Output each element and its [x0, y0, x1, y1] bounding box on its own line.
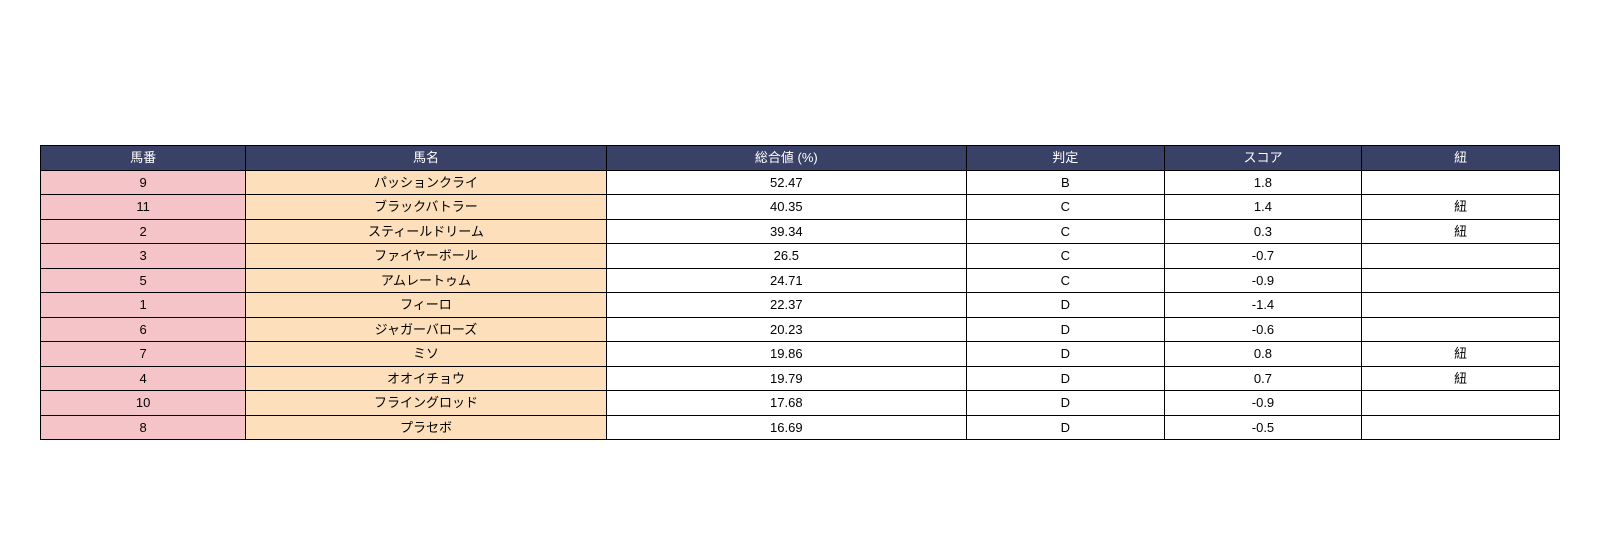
cell-score: 1.8: [1164, 170, 1362, 195]
cell-himo: [1362, 391, 1560, 416]
cell-score: -1.4: [1164, 293, 1362, 318]
cell-name: ジャガーバローズ: [246, 317, 606, 342]
cell-judge: B: [966, 170, 1164, 195]
table-row: 9パッションクライ52.47B1.8: [41, 170, 1560, 195]
cell-num: 10: [41, 391, 246, 416]
cell-himo: [1362, 170, 1560, 195]
header-total: 総合値 (%): [606, 146, 966, 171]
cell-himo: 紐: [1362, 342, 1560, 367]
cell-total: 19.86: [606, 342, 966, 367]
header-row: 馬番 馬名 総合値 (%) 判定 スコア 紐: [41, 146, 1560, 171]
cell-judge: D: [966, 293, 1164, 318]
cell-num: 11: [41, 195, 246, 220]
cell-judge: C: [966, 268, 1164, 293]
cell-num: 6: [41, 317, 246, 342]
header-score: スコア: [1164, 146, 1362, 171]
cell-score: 0.8: [1164, 342, 1362, 367]
cell-total: 16.69: [606, 415, 966, 440]
cell-himo: 紐: [1362, 366, 1560, 391]
cell-score: -0.6: [1164, 317, 1362, 342]
cell-name: オオイチョウ: [246, 366, 606, 391]
race-table: 馬番 馬名 総合値 (%) 判定 スコア 紐 9パッションクライ52.47B1.…: [40, 145, 1560, 440]
header-judge: 判定: [966, 146, 1164, 171]
table-row: 10フライングロッド17.68D-0.9: [41, 391, 1560, 416]
table-row: 2スティールドリーム39.34C0.3紐: [41, 219, 1560, 244]
cell-score: -0.9: [1164, 268, 1362, 293]
cell-total: 19.79: [606, 366, 966, 391]
table-row: 1フィーロ22.37D-1.4: [41, 293, 1560, 318]
cell-himo: 紐: [1362, 219, 1560, 244]
cell-total: 26.5: [606, 244, 966, 269]
cell-score: -0.5: [1164, 415, 1362, 440]
cell-score: 1.4: [1164, 195, 1362, 220]
cell-himo: [1362, 415, 1560, 440]
cell-score: -0.9: [1164, 391, 1362, 416]
cell-himo: [1362, 317, 1560, 342]
cell-num: 2: [41, 219, 246, 244]
cell-score: -0.7: [1164, 244, 1362, 269]
table-row: 7ミソ19.86D0.8紐: [41, 342, 1560, 367]
cell-name: ミソ: [246, 342, 606, 367]
header-num: 馬番: [41, 146, 246, 171]
cell-total: 40.35: [606, 195, 966, 220]
cell-score: 0.7: [1164, 366, 1362, 391]
cell-himo: [1362, 293, 1560, 318]
cell-name: ファイヤーボール: [246, 244, 606, 269]
cell-judge: C: [966, 219, 1164, 244]
table-row: 5アムレートゥム24.71C-0.9: [41, 268, 1560, 293]
cell-himo: 紐: [1362, 195, 1560, 220]
cell-name: アムレートゥム: [246, 268, 606, 293]
table-row: 6ジャガーバローズ20.23D-0.6: [41, 317, 1560, 342]
cell-num: 5: [41, 268, 246, 293]
cell-total: 20.23: [606, 317, 966, 342]
header-himo: 紐: [1362, 146, 1560, 171]
cell-total: 17.68: [606, 391, 966, 416]
cell-score: 0.3: [1164, 219, 1362, 244]
cell-num: 8: [41, 415, 246, 440]
cell-name: ブラックバトラー: [246, 195, 606, 220]
cell-num: 3: [41, 244, 246, 269]
table-row: 11ブラックバトラー40.35C1.4紐: [41, 195, 1560, 220]
cell-total: 24.71: [606, 268, 966, 293]
cell-name: フィーロ: [246, 293, 606, 318]
cell-judge: C: [966, 195, 1164, 220]
cell-num: 4: [41, 366, 246, 391]
table-row: 3ファイヤーボール26.5C-0.7: [41, 244, 1560, 269]
cell-judge: D: [966, 342, 1164, 367]
cell-total: 22.37: [606, 293, 966, 318]
cell-judge: D: [966, 415, 1164, 440]
cell-num: 1: [41, 293, 246, 318]
cell-name: パッションクライ: [246, 170, 606, 195]
table-row: 4オオイチョウ19.79D0.7紐: [41, 366, 1560, 391]
cell-judge: D: [966, 391, 1164, 416]
cell-name: プラセボ: [246, 415, 606, 440]
cell-judge: D: [966, 317, 1164, 342]
cell-total: 52.47: [606, 170, 966, 195]
cell-himo: [1362, 244, 1560, 269]
cell-judge: C: [966, 244, 1164, 269]
cell-num: 9: [41, 170, 246, 195]
cell-name: スティールドリーム: [246, 219, 606, 244]
cell-num: 7: [41, 342, 246, 367]
header-name: 馬名: [246, 146, 606, 171]
table-body: 9パッションクライ52.47B1.811ブラックバトラー40.35C1.4紐2ス…: [41, 170, 1560, 440]
table-row: 8プラセボ16.69D-0.5: [41, 415, 1560, 440]
cell-name: フライングロッド: [246, 391, 606, 416]
cell-himo: [1362, 268, 1560, 293]
cell-total: 39.34: [606, 219, 966, 244]
cell-judge: D: [966, 366, 1164, 391]
